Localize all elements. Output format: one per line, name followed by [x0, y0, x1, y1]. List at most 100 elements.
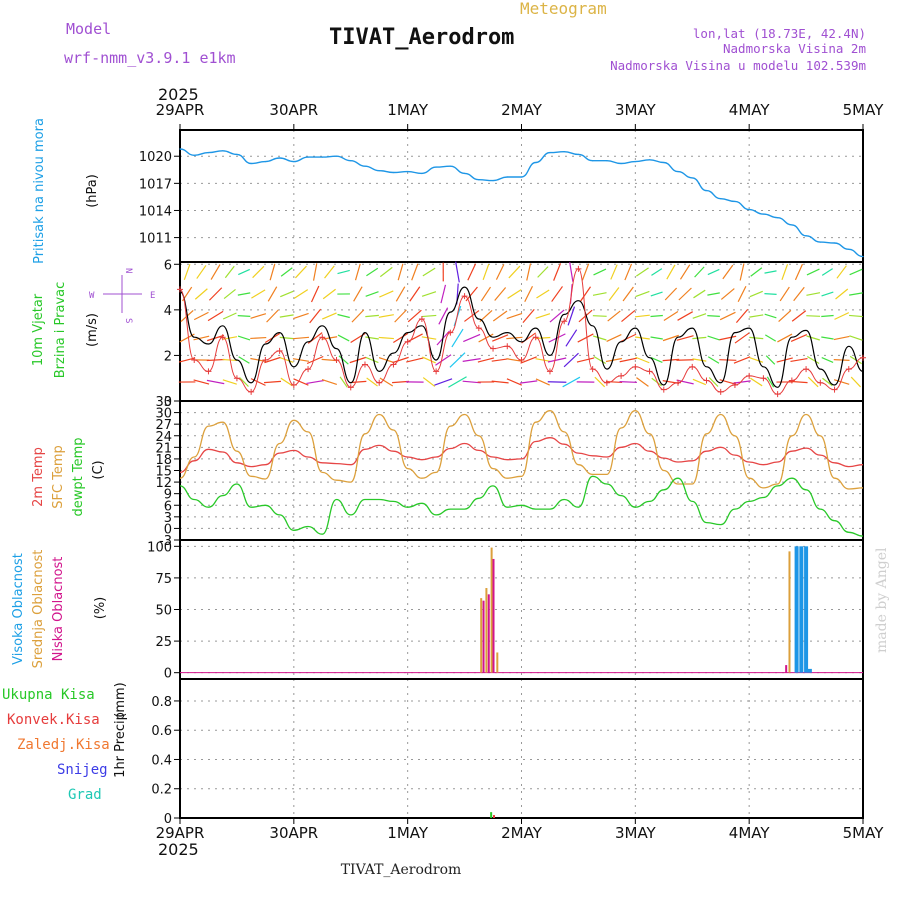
wind-vector	[524, 285, 534, 303]
wind-vector	[422, 267, 436, 277]
wind-vector	[467, 263, 477, 281]
wind-vector	[267, 286, 278, 302]
wind-vector	[790, 333, 808, 343]
wind-gust-marker	[746, 372, 753, 379]
panel-precipitation: 0.8 0.6 0.4 0.2 0	[151, 678, 864, 827]
wind-vector	[549, 309, 565, 323]
wind-vector	[635, 336, 650, 340]
wind-vector	[196, 265, 207, 279]
wind-vector	[547, 357, 567, 363]
wind-gust-marker	[561, 318, 568, 325]
pressure-point	[279, 157, 281, 159]
wind-vector	[492, 310, 508, 322]
wind-gust-marker	[589, 366, 596, 373]
pressure-point	[222, 150, 224, 152]
wind-vector	[407, 309, 422, 323]
wind-gust-marker	[319, 334, 326, 341]
wind-vector	[306, 379, 324, 385]
y-tick-label: 18	[155, 453, 172, 468]
wind-vector	[507, 289, 522, 299]
wind-gust-marker	[305, 366, 312, 373]
pressure-point	[435, 166, 437, 168]
bottom-time-label: 30APR	[269, 824, 318, 842]
wind-vector	[250, 313, 267, 319]
wind-vector	[749, 357, 764, 363]
cloud-bar	[482, 600, 485, 673]
wind-vector	[365, 356, 379, 364]
wind-gust-marker	[390, 361, 397, 368]
y-tick-label: 1020	[139, 150, 172, 165]
precip-legend-total: Ukupna Kisa	[2, 687, 95, 703]
wind-vector	[551, 286, 563, 302]
pressure-point	[321, 156, 323, 158]
top-time-label: 3MAY	[615, 101, 657, 119]
wind-vector	[293, 312, 309, 320]
bottom-year-label: 2025	[158, 840, 199, 859]
top-time-label: 30APR	[269, 101, 318, 119]
wind-gust-marker	[191, 356, 198, 363]
wind-vector	[206, 379, 225, 385]
y-tick-label: 1011	[139, 232, 172, 247]
wind-vector	[592, 292, 607, 296]
wind-vector	[651, 377, 662, 387]
wind-vector	[694, 266, 705, 278]
wind-vector	[366, 267, 379, 277]
wind-vector	[619, 357, 637, 363]
bottom-time-label: 5MAY	[843, 824, 885, 842]
wind-vector	[764, 293, 777, 295]
wind-vector	[593, 355, 606, 365]
y-tick-label: 6	[164, 499, 172, 514]
wind-vector	[293, 378, 309, 386]
wind-vector	[266, 309, 279, 323]
pressure-point	[748, 208, 750, 211]
y-tick-label: -3	[159, 534, 172, 549]
wind-vector	[279, 357, 294, 363]
wind-vector	[306, 355, 324, 365]
wind-vector	[183, 263, 191, 281]
wind-vector	[547, 381, 567, 383]
pressure-point	[833, 242, 836, 244]
wind-vector	[280, 290, 294, 298]
wind-vector	[279, 314, 294, 318]
cloud-bar	[804, 546, 809, 673]
pressure-ylabel: Pritisak na nivou mora	[32, 118, 47, 264]
wind-vector	[739, 263, 745, 281]
wind-vector	[455, 261, 460, 283]
wind-vector	[692, 358, 707, 362]
cloud-bar	[485, 588, 488, 673]
wind-vector	[849, 268, 863, 276]
wind-vector	[322, 288, 336, 300]
wind-gust-marker	[817, 379, 824, 386]
wind-vector	[707, 335, 720, 341]
wind-vector	[778, 309, 792, 323]
y-tick-label: 0	[164, 522, 172, 537]
wind-gust-marker	[376, 379, 383, 386]
wind-vector	[448, 376, 467, 388]
wind-vector	[422, 356, 436, 364]
wind-vector	[193, 311, 209, 321]
top-time-label: 5MAY	[843, 101, 885, 119]
wind-vector	[610, 264, 618, 280]
y-tick-label: 100	[147, 540, 172, 555]
lonlat-label: lon,lat (18.73E, 42.4N)	[693, 26, 866, 41]
wind-vector	[462, 358, 481, 362]
wind-vector	[379, 266, 393, 278]
wind-vector	[312, 263, 318, 281]
pressure-unit: (hPa)	[85, 174, 100, 208]
wind-gust-marker	[276, 347, 283, 354]
meteogram-label: Meteogram	[520, 0, 607, 18]
y-tick-label: 33	[155, 395, 172, 410]
wind-vector	[821, 336, 834, 340]
top-time-label: 1MAY	[387, 101, 429, 119]
wind-vector	[365, 314, 379, 318]
pressure-point	[392, 171, 395, 174]
wind-gust-marker	[219, 334, 226, 341]
wind-vector	[206, 334, 225, 342]
wind-vector	[850, 376, 861, 388]
pressure-point	[407, 170, 409, 173]
cloud-bar	[487, 594, 490, 673]
wind-vector	[806, 355, 820, 365]
pressure-point	[179, 148, 181, 150]
